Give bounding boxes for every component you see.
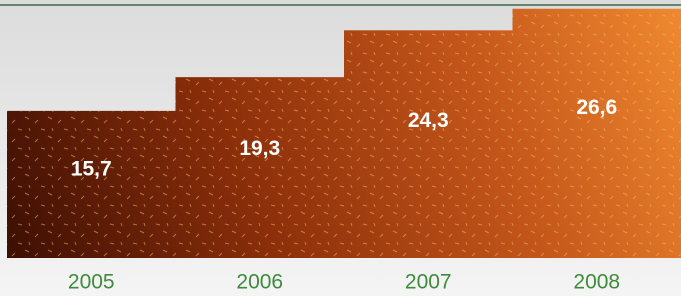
data-label: 24,3 <box>408 109 449 132</box>
bar <box>513 9 681 258</box>
data-label: 26,6 <box>576 96 617 119</box>
data-label: 19,3 <box>239 137 280 160</box>
bar <box>7 111 176 258</box>
x-tick-label: 2005 <box>68 271 115 294</box>
bar <box>344 30 513 258</box>
x-tick-label: 2007 <box>405 271 452 294</box>
x-tick-label: 2008 <box>573 271 620 294</box>
data-label: 15,7 <box>71 157 112 180</box>
x-tick-label: 2006 <box>236 271 283 294</box>
chart: 15,7 2005 19,3 2006 24,3 2007 26,6 2008 <box>0 0 681 296</box>
bar <box>176 77 345 258</box>
